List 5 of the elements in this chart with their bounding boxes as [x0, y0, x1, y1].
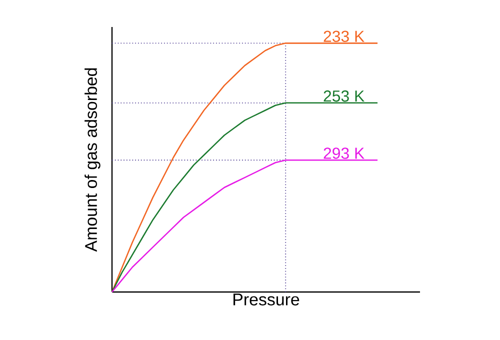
series-label: 233 K [324, 30, 364, 42]
y-axis-title: Amount of gas adsorbed [84, 68, 100, 252]
series-label: 253 K [324, 90, 364, 102]
series-label: 293 K [324, 148, 364, 159]
x-axis-title: Pressure [234, 294, 300, 306]
